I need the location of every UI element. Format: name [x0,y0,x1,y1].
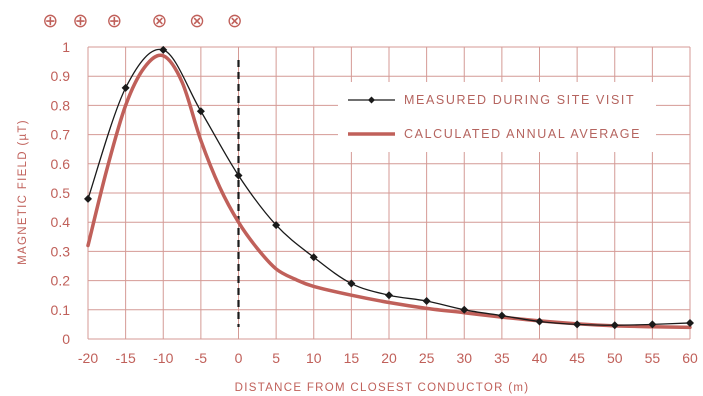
measured-point [535,317,544,326]
x-tick-label: 15 [344,350,360,366]
measured-point [460,305,469,314]
conductor-out-symbol: ⊕ [73,10,89,32]
y-tick-labels: 0 0.1 0.2 0.3 0.4 0.5 0.6 0.7 0.8 0.9 1 [51,39,71,347]
y-tick-label: 0.2 [51,273,71,289]
x-tick-labels: -20 -15 -10 -5 0 5 10 15 20 25 30 35 40 45 50 55 60 [78,350,698,366]
x-tick-label: -5 [195,350,208,366]
measured-point [84,194,92,203]
y-tick-label: 0.9 [51,68,71,84]
x-tick-label: 40 [532,350,548,366]
calculated-average-line [86,53,692,330]
x-tick-label: 60 [682,350,698,366]
x-tick-label: 5 [272,350,280,366]
y-axis-title: MAGNETIC FIELD (µT) [17,119,29,265]
x-tick-label: 0 [235,350,243,366]
x-tick-label: 50 [607,350,623,366]
conductor-in-symbol: ⊗ [152,10,168,32]
x-tick-label: 55 [645,350,661,366]
conductor-in-symbol: ⊗ [227,10,243,32]
y-tick-label: 0.8 [51,97,71,113]
measured-point [159,45,168,54]
measured-point [422,297,431,306]
measured-point [648,320,657,329]
y-tick-label: 0.1 [51,302,71,318]
measured-point [497,311,506,320]
y-tick-label: 1 [62,39,70,55]
legend-measured-label: MEASURED DURING SITE VISIT [404,93,635,107]
x-tick-label: -15 [116,350,136,366]
conductor-symbols: ⊕ ⊕ ⊕ ⊗ ⊗ ⊗ [42,10,242,32]
legend-calculated-label: CALCULATED ANNUAL AVERAGE [404,127,641,141]
x-tick-label: 25 [419,350,435,366]
measured-point [196,107,205,116]
x-tick-label: 30 [456,350,472,366]
measured-point [347,279,356,288]
x-tick-label: 35 [494,350,510,366]
y-tick-label: 0.6 [51,156,71,172]
measured-point [272,221,281,230]
y-tick-label: 0.5 [51,185,71,201]
conductor-out-symbol: ⊕ [106,10,122,32]
x-tick-label: -20 [78,350,98,366]
legend: MEASURED DURING SITE VISIT CALCULATED AN… [338,82,656,152]
measured-point [309,253,318,262]
measured-point [385,291,393,300]
y-tick-label: 0.4 [51,214,71,230]
measured-point [121,83,130,92]
x-tick-label: -10 [153,350,173,366]
measured-point [573,320,582,329]
x-axis-title: DISTANCE FROM CLOSEST CONDUCTOR (m) [235,382,530,394]
x-tick-label: 10 [306,350,322,366]
measured-point [234,171,243,180]
conductor-out-symbol: ⊕ [42,10,58,32]
legend-background [338,82,656,152]
conductor-in-symbol: ⊗ [189,10,205,32]
measured-point [610,321,619,330]
y-tick-label: 0 [62,331,70,347]
y-tick-label: 0.7 [51,127,71,143]
measured-line [87,48,691,326]
x-tick-label: 45 [569,350,585,366]
measured-point [686,318,694,327]
legend-measured-marker [368,96,375,104]
y-tick-label: 0.3 [51,243,71,259]
x-tick-label: 20 [381,350,397,366]
series-layer [84,45,694,330]
